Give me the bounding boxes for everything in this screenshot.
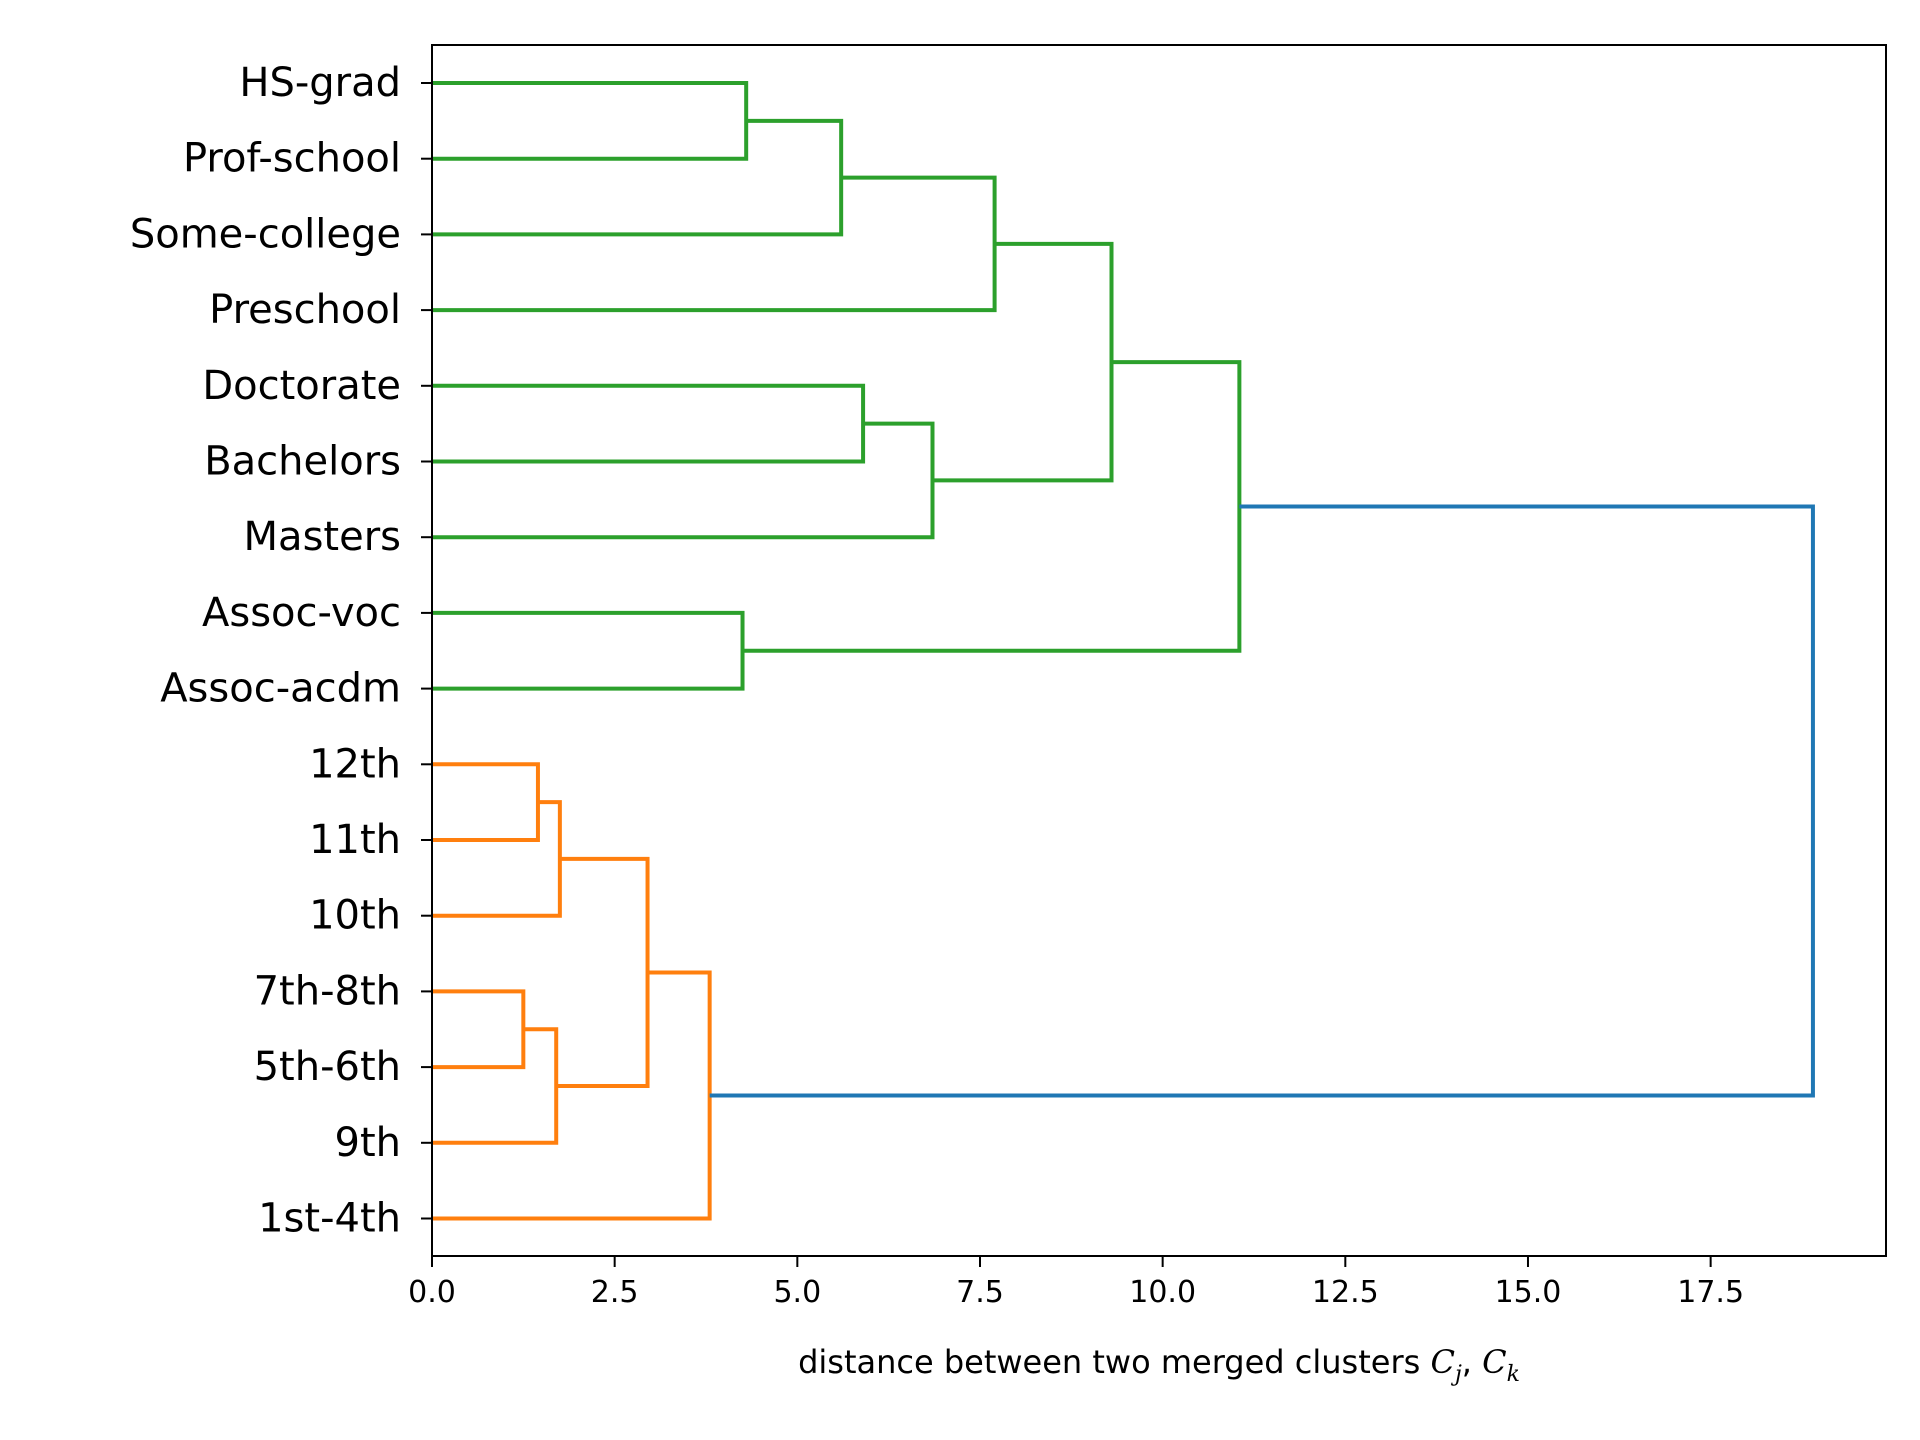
dendrogram-link <box>432 118 844 237</box>
x-axis-label-k: k <box>1507 1362 1520 1387</box>
x-tick-label: 5.0 <box>773 1275 821 1310</box>
x-tick-label: 17.5 <box>1677 1275 1744 1310</box>
dendrogram-link <box>432 1027 559 1145</box>
dendrogram-link <box>556 856 650 1089</box>
x-axis-label-cj: C <box>1430 1343 1454 1381</box>
x-axis-label-sep: , <box>1462 1343 1482 1381</box>
leaf-labels: HS-grad Prof-school Some-college Preschool D… <box>130 60 401 1242</box>
x-tick-label: 7.5 <box>956 1275 1004 1310</box>
x-axis-label-text: distance between two merged clusters <box>798 1343 1430 1381</box>
leaf-label: Doctorate <box>202 363 401 409</box>
dendrogram-link <box>432 762 540 842</box>
leaf-label: Preschool <box>209 287 401 333</box>
x-axis-ticks: 0.0 2.5 5.0 7.5 10.0 12.5 15.0 17.5 <box>408 82 1744 1310</box>
dendrogram-link <box>432 970 712 1221</box>
leaf-label: Assoc-voc <box>202 590 401 636</box>
x-axis-label: distance between two merged clusters Cj,… <box>798 1343 1520 1387</box>
plot-frame <box>431 44 1887 1257</box>
dendrogram-link <box>709 504 1815 1098</box>
dendrogram-link <box>432 610 745 691</box>
leaf-label: 12th <box>309 741 401 787</box>
x-tick-label: 12.5 <box>1312 1275 1379 1310</box>
dendrogram-link <box>742 360 1242 653</box>
dendrogram-link <box>432 175 997 313</box>
dendrogram-link <box>432 81 749 161</box>
x-axis-label-ck: C <box>1482 1343 1506 1381</box>
dendrogram-link <box>932 241 1114 483</box>
x-tick-label: 15.0 <box>1495 1275 1562 1310</box>
leaf-label: Bachelors <box>204 439 401 485</box>
leaf-label: Some-college <box>130 211 401 257</box>
leaf-label: HS-grad <box>239 60 401 106</box>
leaf-label: 1st-4th <box>258 1196 401 1242</box>
leaf-label: 9th <box>335 1120 401 1166</box>
dendrogram-link <box>432 383 866 464</box>
x-tick-label: 10.0 <box>1129 1275 1196 1310</box>
leaf-label: Assoc-acdm <box>160 666 401 712</box>
leaf-label: 11th <box>309 817 401 863</box>
leaf-label: Masters <box>244 514 401 560</box>
x-tick-label: 2.5 <box>591 1275 639 1310</box>
leaf-label: 5th-6th <box>254 1044 401 1090</box>
dendrogram-link <box>432 989 526 1070</box>
dendrogram-links <box>432 81 1815 1221</box>
dendrogram-link <box>432 800 562 918</box>
leaf-label: Prof-school <box>183 136 401 182</box>
dendrogram-link <box>432 421 935 540</box>
x-tick-label: 0.0 <box>408 1275 456 1310</box>
leaf-label: 10th <box>309 893 401 939</box>
leaf-label: 7th-8th <box>254 968 401 1014</box>
